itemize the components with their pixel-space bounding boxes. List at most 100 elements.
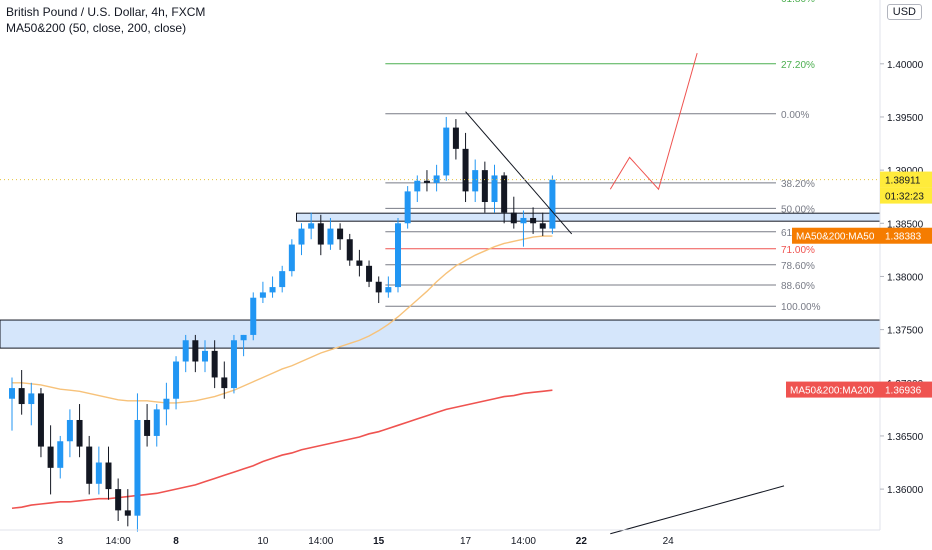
- time-tick-label: 24: [663, 536, 675, 547]
- fib-level-label: 88.60%: [781, 281, 815, 292]
- candle-up: [298, 228, 305, 245]
- price-tick-label: 1.36000: [887, 485, 924, 496]
- candle-down: [76, 419, 83, 447]
- ma50-line: [12, 235, 553, 404]
- candle-down: [481, 170, 488, 203]
- candle-up: [95, 462, 102, 484]
- candle-up: [57, 441, 64, 468]
- candle-down: [366, 265, 373, 282]
- candle-down: [539, 223, 546, 229]
- candle-up: [404, 191, 411, 224]
- candle-up: [240, 334, 247, 341]
- ma200-value-label: 1.36936: [885, 386, 922, 397]
- candle-up: [308, 223, 315, 229]
- countdown-label-bg: [880, 187, 932, 204]
- candle-up: [259, 292, 266, 298]
- candle-down: [375, 281, 382, 293]
- indicator-title: MA50&200 (50, close, 200, close): [6, 21, 187, 35]
- ma50-name-label: MA50&200:MA50: [796, 232, 875, 243]
- ma200-name-bg: [786, 381, 880, 398]
- candle-down: [346, 239, 353, 261]
- fib-level-label: 38.20%: [781, 179, 815, 190]
- ma50-value-label: 1.38383: [885, 232, 922, 243]
- last-price-label: 1.38911: [885, 176, 921, 187]
- candle-down: [452, 127, 459, 149]
- candle-up: [549, 179, 556, 229]
- candle-down: [115, 489, 122, 511]
- fib-level-label: 50.00%: [781, 204, 815, 215]
- candle-up: [520, 217, 527, 224]
- ma200-line: [11, 389, 553, 510]
- ma50-name-bg: [792, 227, 880, 244]
- candle-up: [491, 175, 498, 203]
- fib-level-label: 100.00%: [781, 302, 821, 313]
- candle-down: [221, 377, 228, 389]
- time-tick-label: 14:00: [511, 536, 536, 547]
- time-tick-label: 10: [257, 536, 269, 547]
- candle-up: [414, 180, 421, 192]
- candle-up: [279, 271, 286, 288]
- ma200-value-label-bg: [880, 381, 932, 398]
- candle-down: [317, 223, 324, 245]
- fib-level-label: 0.00%: [781, 110, 809, 121]
- candle-down: [47, 446, 54, 468]
- candle-up: [250, 297, 257, 335]
- candle-up: [9, 388, 15, 399]
- candle-up: [202, 350, 208, 362]
- time-tick-label: 15: [373, 536, 385, 547]
- candle-down: [144, 419, 151, 436]
- candle-up: [134, 419, 141, 516]
- candle-down: [462, 148, 469, 192]
- candle-down: [211, 350, 218, 378]
- candle-up: [385, 287, 392, 293]
- candle-down: [124, 510, 131, 516]
- price-tick-label: 1.40000: [887, 60, 924, 71]
- candle-down: [105, 462, 112, 490]
- price-tick-label: 1.37500: [887, 326, 924, 337]
- support-zone: [0, 319, 881, 349]
- candle-down: [423, 180, 430, 183]
- candle-up: [182, 340, 189, 362]
- ma200-name-label: MA50&200:MA200: [790, 386, 874, 397]
- candle-up: [288, 244, 295, 272]
- candle-up: [472, 170, 479, 192]
- candle-up: [443, 127, 450, 176]
- last-price-label-bg: [880, 171, 932, 188]
- fib-level-label: 71.00%: [781, 245, 815, 256]
- candle-down: [356, 260, 363, 266]
- candle-up: [28, 393, 35, 405]
- chart-legend: British Pound / U.S. Dollar, 4h, FXCM MA…: [6, 4, 205, 36]
- candle-down: [530, 217, 537, 224]
- countdown-label: 01:32:23: [885, 192, 924, 203]
- candle-up: [269, 287, 276, 293]
- time-tick-label: 22: [576, 536, 588, 547]
- candle-down: [86, 446, 93, 484]
- time-tick-label: 17: [460, 536, 472, 547]
- projection-path: [609, 53, 698, 191]
- candle-up: [230, 340, 237, 389]
- candle-up: [153, 409, 160, 436]
- candle-down: [37, 393, 44, 447]
- time-tick-label: 14:00: [308, 536, 333, 547]
- symbol-title: British Pound / U.S. Dollar, 4h, FXCM: [6, 5, 206, 19]
- price-tick-label: 1.39500: [887, 113, 924, 124]
- fib-level-label: 78.60%: [781, 261, 815, 272]
- ma50-value-label-bg: [880, 227, 932, 244]
- fib-level-label: 27.20%: [781, 60, 815, 71]
- price-tick-label: 1.38000: [887, 272, 924, 283]
- candle-down: [501, 175, 508, 213]
- candle-down: [18, 388, 25, 405]
- ascending-trendline: [610, 485, 785, 535]
- currency-button[interactable]: USD: [886, 4, 922, 20]
- candle-up: [66, 419, 73, 442]
- candle-up: [163, 398, 170, 410]
- time-tick-label: 3: [57, 536, 63, 547]
- descending-trendline: [465, 111, 573, 235]
- candle-up: [395, 223, 401, 288]
- candle-up: [327, 228, 334, 245]
- candle-down: [337, 228, 344, 240]
- fib-level-label: 61.80%: [781, 0, 815, 5]
- candle-down: [192, 340, 199, 362]
- candle-up: [173, 361, 180, 399]
